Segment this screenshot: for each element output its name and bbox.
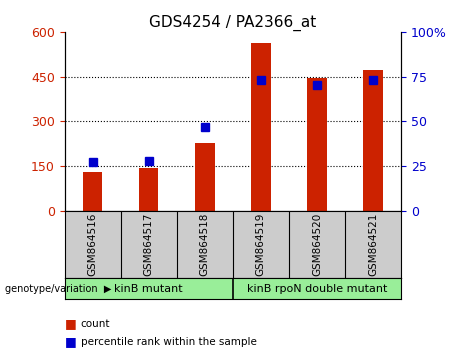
Text: GSM864519: GSM864519	[256, 213, 266, 276]
Text: GSM864516: GSM864516	[88, 213, 98, 276]
Title: GDS4254 / PA2366_at: GDS4254 / PA2366_at	[149, 14, 316, 30]
Text: ■: ■	[65, 318, 76, 330]
Bar	[307, 78, 327, 211]
Text: GSM864520: GSM864520	[312, 213, 322, 276]
Text: count: count	[81, 319, 110, 329]
Text: kinB mutant: kinB mutant	[114, 284, 183, 293]
Bar	[363, 70, 383, 211]
Bar	[139, 168, 159, 211]
Bar	[83, 172, 102, 211]
Text: GSM864517: GSM864517	[144, 213, 154, 276]
Bar	[251, 43, 271, 211]
Text: percentile rank within the sample: percentile rank within the sample	[81, 337, 257, 347]
Text: kinB rpoN double mutant: kinB rpoN double mutant	[247, 284, 387, 293]
Text: GSM864521: GSM864521	[368, 213, 378, 276]
Text: ■: ■	[65, 335, 76, 348]
Bar	[195, 143, 214, 211]
Text: GSM864518: GSM864518	[200, 213, 210, 276]
Text: genotype/variation  ▶: genotype/variation ▶	[5, 284, 111, 293]
